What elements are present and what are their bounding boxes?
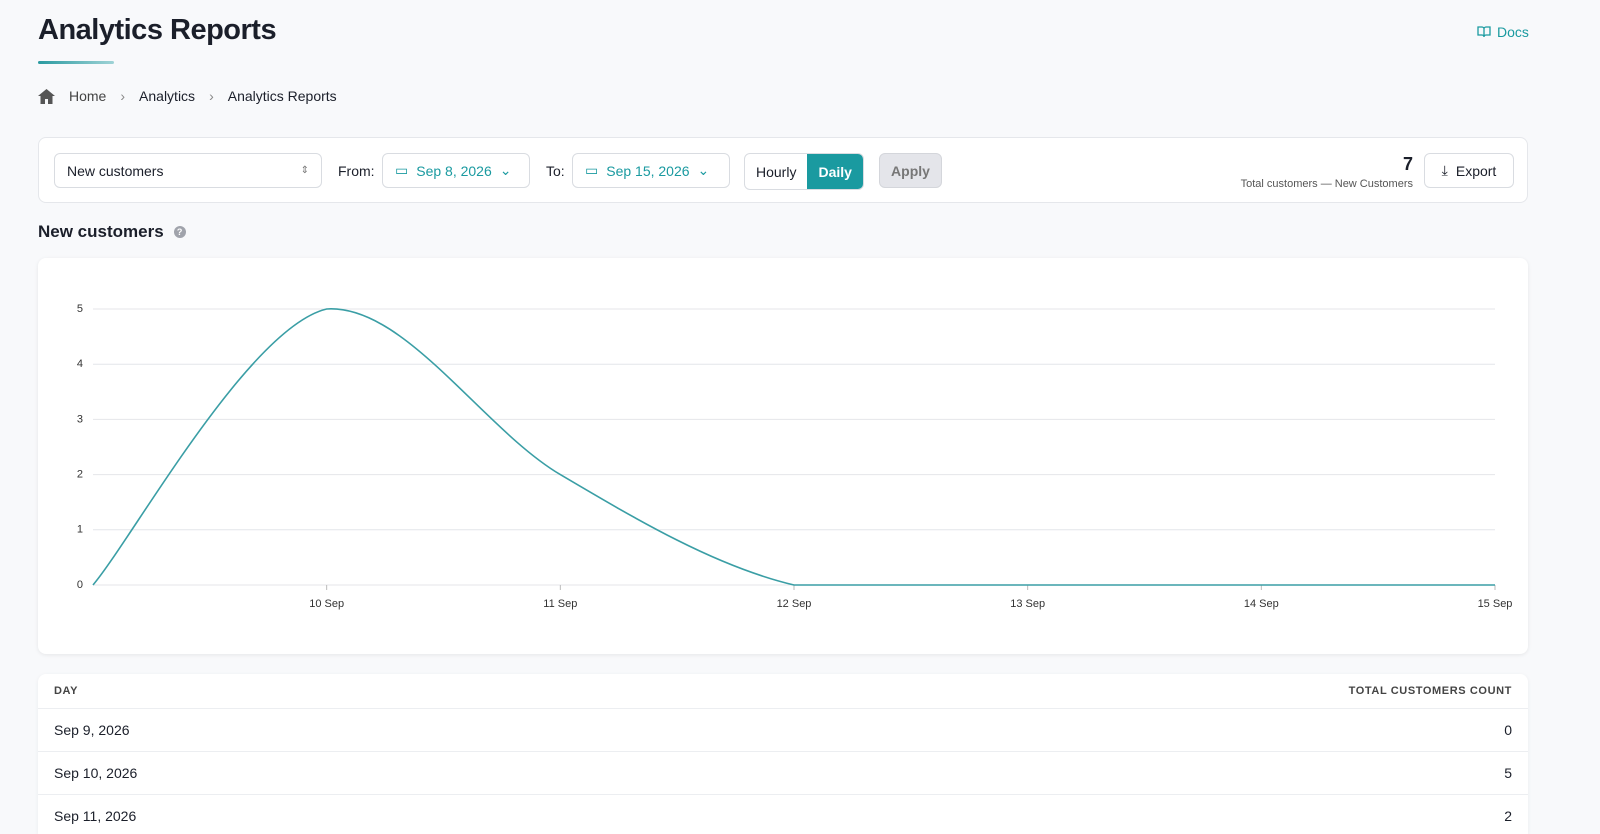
docs-link[interactable]: Docs: [1477, 24, 1529, 40]
x-tick-label: 15 Sep: [1478, 598, 1513, 610]
to-text: Sep 15, 2026: [606, 162, 690, 179]
y-tick-label: 3: [77, 413, 83, 425]
crumb-sep: ›: [120, 88, 126, 104]
metric-select[interactable]: New customers ⇕: [54, 153, 322, 188]
crumb: Analytics Reports: [227, 88, 337, 104]
table-row: Sep 10, 2026 5: [38, 752, 1528, 795]
chart-card: 0 1 2 3 4 5 10 Sep 11 Sep 12 Sep 13 Sep 14 Sep 15 S…: [38, 258, 1528, 654]
table-header: DAY TOTAL CUSTOMERS COUNT: [38, 674, 1528, 709]
help-icon[interactable]: ?: [173, 226, 186, 238]
apply-button[interactable]: Apply: [879, 153, 942, 188]
table-cell: Sep 11, 2026: [54, 808, 137, 824]
column-header: DAY: [54, 685, 79, 697]
home-icon: [38, 88, 55, 104]
y-tick-label: 4: [77, 358, 83, 370]
from-label: From:: [338, 163, 375, 179]
metric-text: New customers: [67, 162, 164, 179]
table-cell: 2: [1504, 808, 1512, 824]
section-heading: New customers?: [38, 222, 186, 242]
page-title: Analytics Reports: [38, 14, 277, 46]
granularity-toggle: Hourly Daily: [744, 153, 864, 190]
table-row: Sep 11, 2026 2: [38, 795, 1528, 834]
column-header: TOTAL CUSTOMERS COUNT: [1348, 685, 1512, 697]
toolbar: New customers ⇕ From: ▭ Sep 8, 2026 ⌄ To: ▭…: [38, 137, 1528, 203]
select-arrows: ⇕: [300, 165, 309, 176]
hourly-button[interactable]: Hourly: [756, 163, 797, 180]
total-label: Total customers — New Customers: [1240, 178, 1413, 190]
from-text: Sep 8, 2026: [416, 162, 492, 179]
crumb-sep: ›: [209, 88, 214, 104]
chart: 0 1 2 3 4 5 10 Sep 11 Sep 12 Sep 13 Sep 14 Sep 15 S…: [77, 303, 1513, 610]
breadcrumb: Home › Analytics › Analytics Reports: [38, 88, 337, 104]
table-cell: Sep 10, 2026: [54, 765, 138, 781]
book-icon: [1477, 26, 1491, 38]
table-row: Sep 9, 2026 0: [38, 709, 1528, 752]
table-body: Sep 9, 2026 0 Sep 10, 2026 5 Sep 11, 2026 2: [38, 709, 1528, 834]
from-date[interactable]: ▭ Sep 8, 2026 ⌄: [382, 153, 530, 188]
table-cell: 5: [1504, 765, 1512, 781]
y-tick-label: 2: [77, 469, 83, 481]
docs-text: Docs: [1497, 24, 1529, 40]
daily-button[interactable]: Daily: [807, 154, 863, 189]
chevron: ⌄: [499, 162, 512, 178]
chevron: ⌄: [697, 162, 710, 178]
total-value: 7: [1402, 154, 1413, 174]
y-tick-label: 0: [77, 579, 83, 591]
to-label: To:: [546, 163, 565, 179]
line-series: [92, 308, 1495, 586]
table-cell: 0: [1504, 722, 1512, 738]
export-button[interactable]: ⤓ Export: [1424, 153, 1514, 188]
x-tick-label: 12 Sep: [777, 598, 812, 610]
export-text: Export: [1455, 162, 1497, 179]
to-date[interactable]: ▭ Sep 15, 2026 ⌄: [572, 153, 730, 188]
x-tick-label: 10 Sep: [309, 598, 344, 610]
x-tick-label: 14 Sep: [1244, 598, 1279, 610]
calendar-icon: ▭: [395, 162, 409, 178]
section-title: New customers: [38, 222, 164, 241]
table-cell: Sep 9, 2026: [54, 722, 130, 738]
x-tick-label: 11 Sep: [543, 598, 577, 610]
calendar-icon: ▭: [585, 162, 599, 178]
x-tick-label: 13 Sep: [1010, 598, 1045, 610]
data-table: DAY TOTAL CUSTOMERS COUNT Sep 9, 2026 0 Sep…: [38, 674, 1528, 834]
crumb[interactable]: Analytics: [139, 88, 196, 104]
title-underline: [38, 61, 114, 64]
download-icon: ⤓: [1441, 162, 1448, 178]
y-tick-label: 5: [77, 303, 83, 315]
crumb[interactable]: Home: [69, 88, 107, 104]
y-tick-label: 1: [77, 524, 83, 536]
